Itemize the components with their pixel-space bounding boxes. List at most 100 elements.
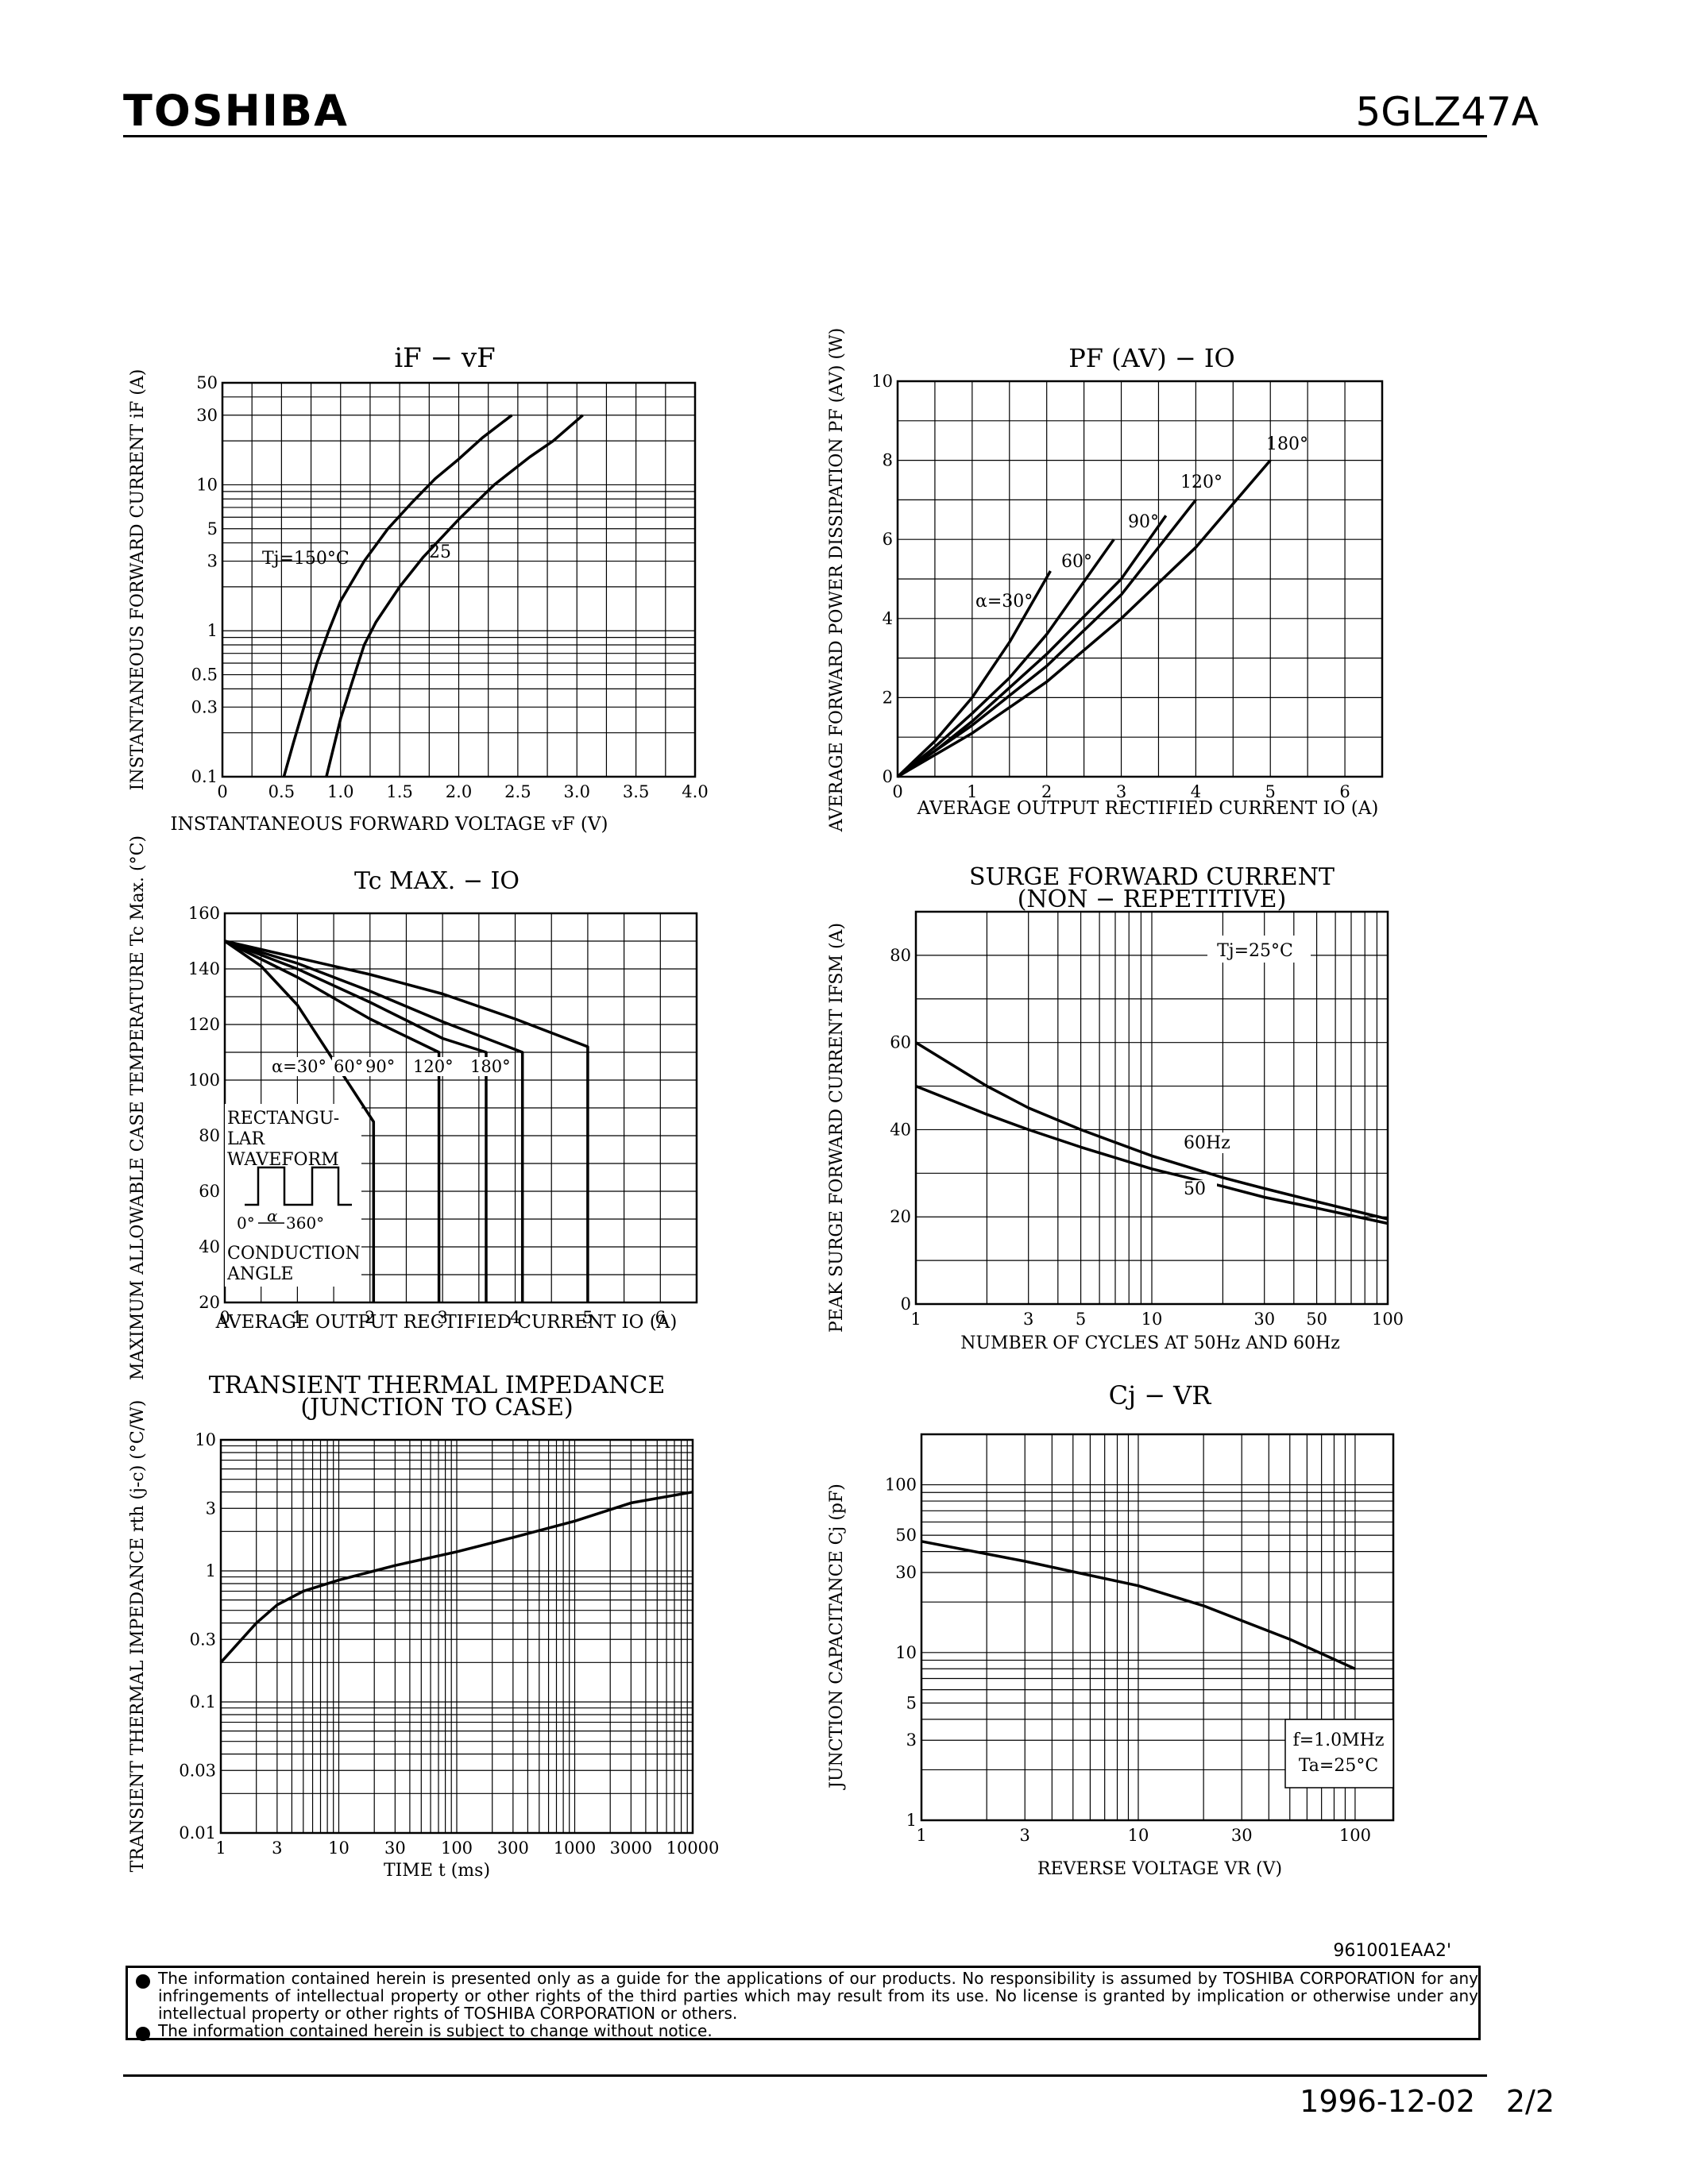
x-tick-label: 50: [1306, 1310, 1327, 1329]
x-tick-label: 6: [655, 1308, 666, 1327]
label-60hz: 60Hz: [1184, 1133, 1230, 1153]
x-tick-label: 3: [1020, 1826, 1030, 1845]
y-tick-label: 0.3: [190, 1630, 216, 1649]
x-axis-label: NUMBER OF CYCLES AT 50Hz AND 60Hz: [960, 1333, 1340, 1353]
disclaimer-text-2: The information contained herein is subj…: [158, 2021, 713, 2040]
inset-line-1: RECTANGU-: [227, 1109, 339, 1129]
y-tick-label: 60: [890, 1033, 911, 1052]
x-tick-label: 100: [1339, 1826, 1371, 1845]
y-tick-label: 80: [199, 1126, 220, 1145]
chart-title: Tc MAX. − IO: [354, 867, 520, 895]
x-tick-label: 1: [910, 1310, 921, 1329]
curves: [282, 414, 584, 778]
x-tick-label: 6: [1339, 782, 1350, 801]
y-tick-label: 6: [883, 530, 893, 549]
series-line-2: [224, 940, 441, 1302]
series-labels: α=30° 60° 90° 120° 180°: [975, 434, 1308, 612]
series-line-1: [219, 1490, 693, 1664]
y-tick-label: 0.1: [191, 767, 218, 786]
y-tick-label: 160: [188, 904, 220, 923]
y-tick-label: 30: [196, 406, 218, 425]
x-tick-label: 3.0: [564, 782, 590, 801]
x-axis-label: REVERSE VOLTAGE VR (V): [1037, 1859, 1282, 1879]
y-tick-label: 30: [895, 1563, 917, 1582]
x-tick-label: 3: [437, 1308, 447, 1327]
disclaimer-box: The information contained herein is pres…: [126, 1966, 1481, 2041]
y-tick-label: 3: [207, 552, 218, 571]
toshiba-logo: TOSHIBA: [123, 86, 349, 136]
y-tick-label: 3: [906, 1731, 917, 1750]
x-tick-label: 0: [219, 1308, 230, 1327]
y-tick-label: 10: [895, 1643, 917, 1662]
x-axis-label: AVERAGE OUTPUT RECTIFIED CURRENT IO (A): [215, 1312, 678, 1333]
x-tick-label: 2: [365, 1308, 375, 1327]
y-tick-label: 0: [901, 1295, 911, 1314]
y-tick-label: 0.5: [191, 666, 218, 685]
y-tick-label: 8: [883, 451, 893, 470]
label-180: 180°: [470, 1057, 511, 1076]
condition-label: Tj=25°C: [1217, 941, 1293, 961]
x-tick-label: 5: [1076, 1310, 1086, 1329]
y-tick-label: 80: [890, 946, 911, 965]
y-tick-label: 60: [199, 1182, 220, 1201]
y-axis-label: AVERAGE FORWARD POWER DISSIPATION PF (AV…: [827, 328, 847, 832]
series-line-5: [897, 459, 1272, 778]
chart-surge-current: SURGE FORWARD CURRENT (NON − REPETITIVE)…: [827, 863, 1404, 1353]
y-axis-label: MAXIMUM ALLOWABLE CASE TEMPERATURE Tc Ma…: [128, 835, 148, 1380]
grid: [914, 910, 1389, 1306]
x-tick-label: 100: [441, 1839, 473, 1858]
x-tick-label: 1.0: [327, 782, 353, 801]
condition-freq: f=1.0MHz: [1293, 1731, 1385, 1750]
series-line-4: [897, 499, 1197, 778]
y-tick-label: 0.01: [179, 1823, 216, 1843]
series-line-2: [325, 414, 584, 778]
y-tick-label: 120: [188, 1015, 220, 1034]
header-rule: [123, 135, 1487, 137]
x-tick-label: 3: [1023, 1310, 1033, 1329]
y-tick-label: 0.03: [179, 1761, 216, 1780]
tick-labels: 0 1 2 3 4 5 6 0 2 4 6 8 10: [871, 372, 1350, 801]
y-tick-label: 0.1: [190, 1692, 216, 1711]
chart-thermal-impedance: TRANSIENT THERMAL IMPEDANCE (JUNCTION TO…: [128, 1372, 720, 1881]
chart-tc-io: Tc MAX. − IO MAXIMUM ALLOWABLE CASE TEMP…: [128, 835, 698, 1380]
series-label-25c: 25: [429, 542, 451, 562]
y-tick-label: 1: [206, 1561, 216, 1580]
x-axis-label: AVERAGE OUTPUT RECTIFIED CURRENT IO (A): [917, 798, 1379, 819]
label-180: 180°: [1266, 434, 1308, 454]
y-tick-label: 140: [188, 959, 220, 978]
series-line-2: [896, 538, 1115, 778]
x-tick-label: 1: [967, 782, 977, 801]
chart-title: iF − vF: [394, 342, 495, 374]
y-tick-label: 4: [883, 609, 893, 628]
curves: [219, 1490, 693, 1664]
x-tick-label: 300: [497, 1839, 529, 1858]
x-tick-label: 10: [328, 1839, 350, 1858]
inset-mark-360: 360°: [286, 1214, 324, 1233]
y-tick-label: 0: [883, 767, 893, 786]
curves: [915, 1041, 1389, 1225]
chart-title-line-2: (JUNCTION TO CASE): [300, 1394, 573, 1422]
x-tick-label: 0: [217, 782, 227, 801]
grid: [219, 1438, 694, 1835]
curves: [896, 459, 1272, 778]
x-tick-label: 2: [1041, 782, 1052, 801]
x-tick-label: 4: [510, 1308, 520, 1327]
series-line-1: [282, 414, 513, 778]
y-tick-label: 40: [199, 1237, 220, 1256]
x-tick-label: 10: [1141, 1310, 1163, 1329]
x-tick-label: 0: [892, 782, 902, 801]
x-tick-label: 10000: [666, 1839, 720, 1858]
x-tick-label: 2.5: [504, 782, 531, 801]
x-tick-label: 1: [215, 1839, 226, 1858]
series-line-2: [915, 1084, 1389, 1225]
label-60: 60°: [1061, 552, 1092, 572]
series-labels: α=30° 60° 90° 120° 180°: [270, 1057, 511, 1076]
x-tick-label: 3000: [610, 1839, 652, 1858]
y-tick-label: 0.3: [191, 697, 218, 716]
y-tick-label: 40: [890, 1120, 911, 1139]
series-line-1: [921, 1540, 1356, 1670]
y-axis-label: INSTANTANEOUS FORWARD CURRENT iF (A): [128, 369, 148, 791]
inset-line-2: LAR: [227, 1129, 265, 1149]
y-tick-label: 50: [196, 373, 218, 392]
grid: [896, 380, 1384, 778]
